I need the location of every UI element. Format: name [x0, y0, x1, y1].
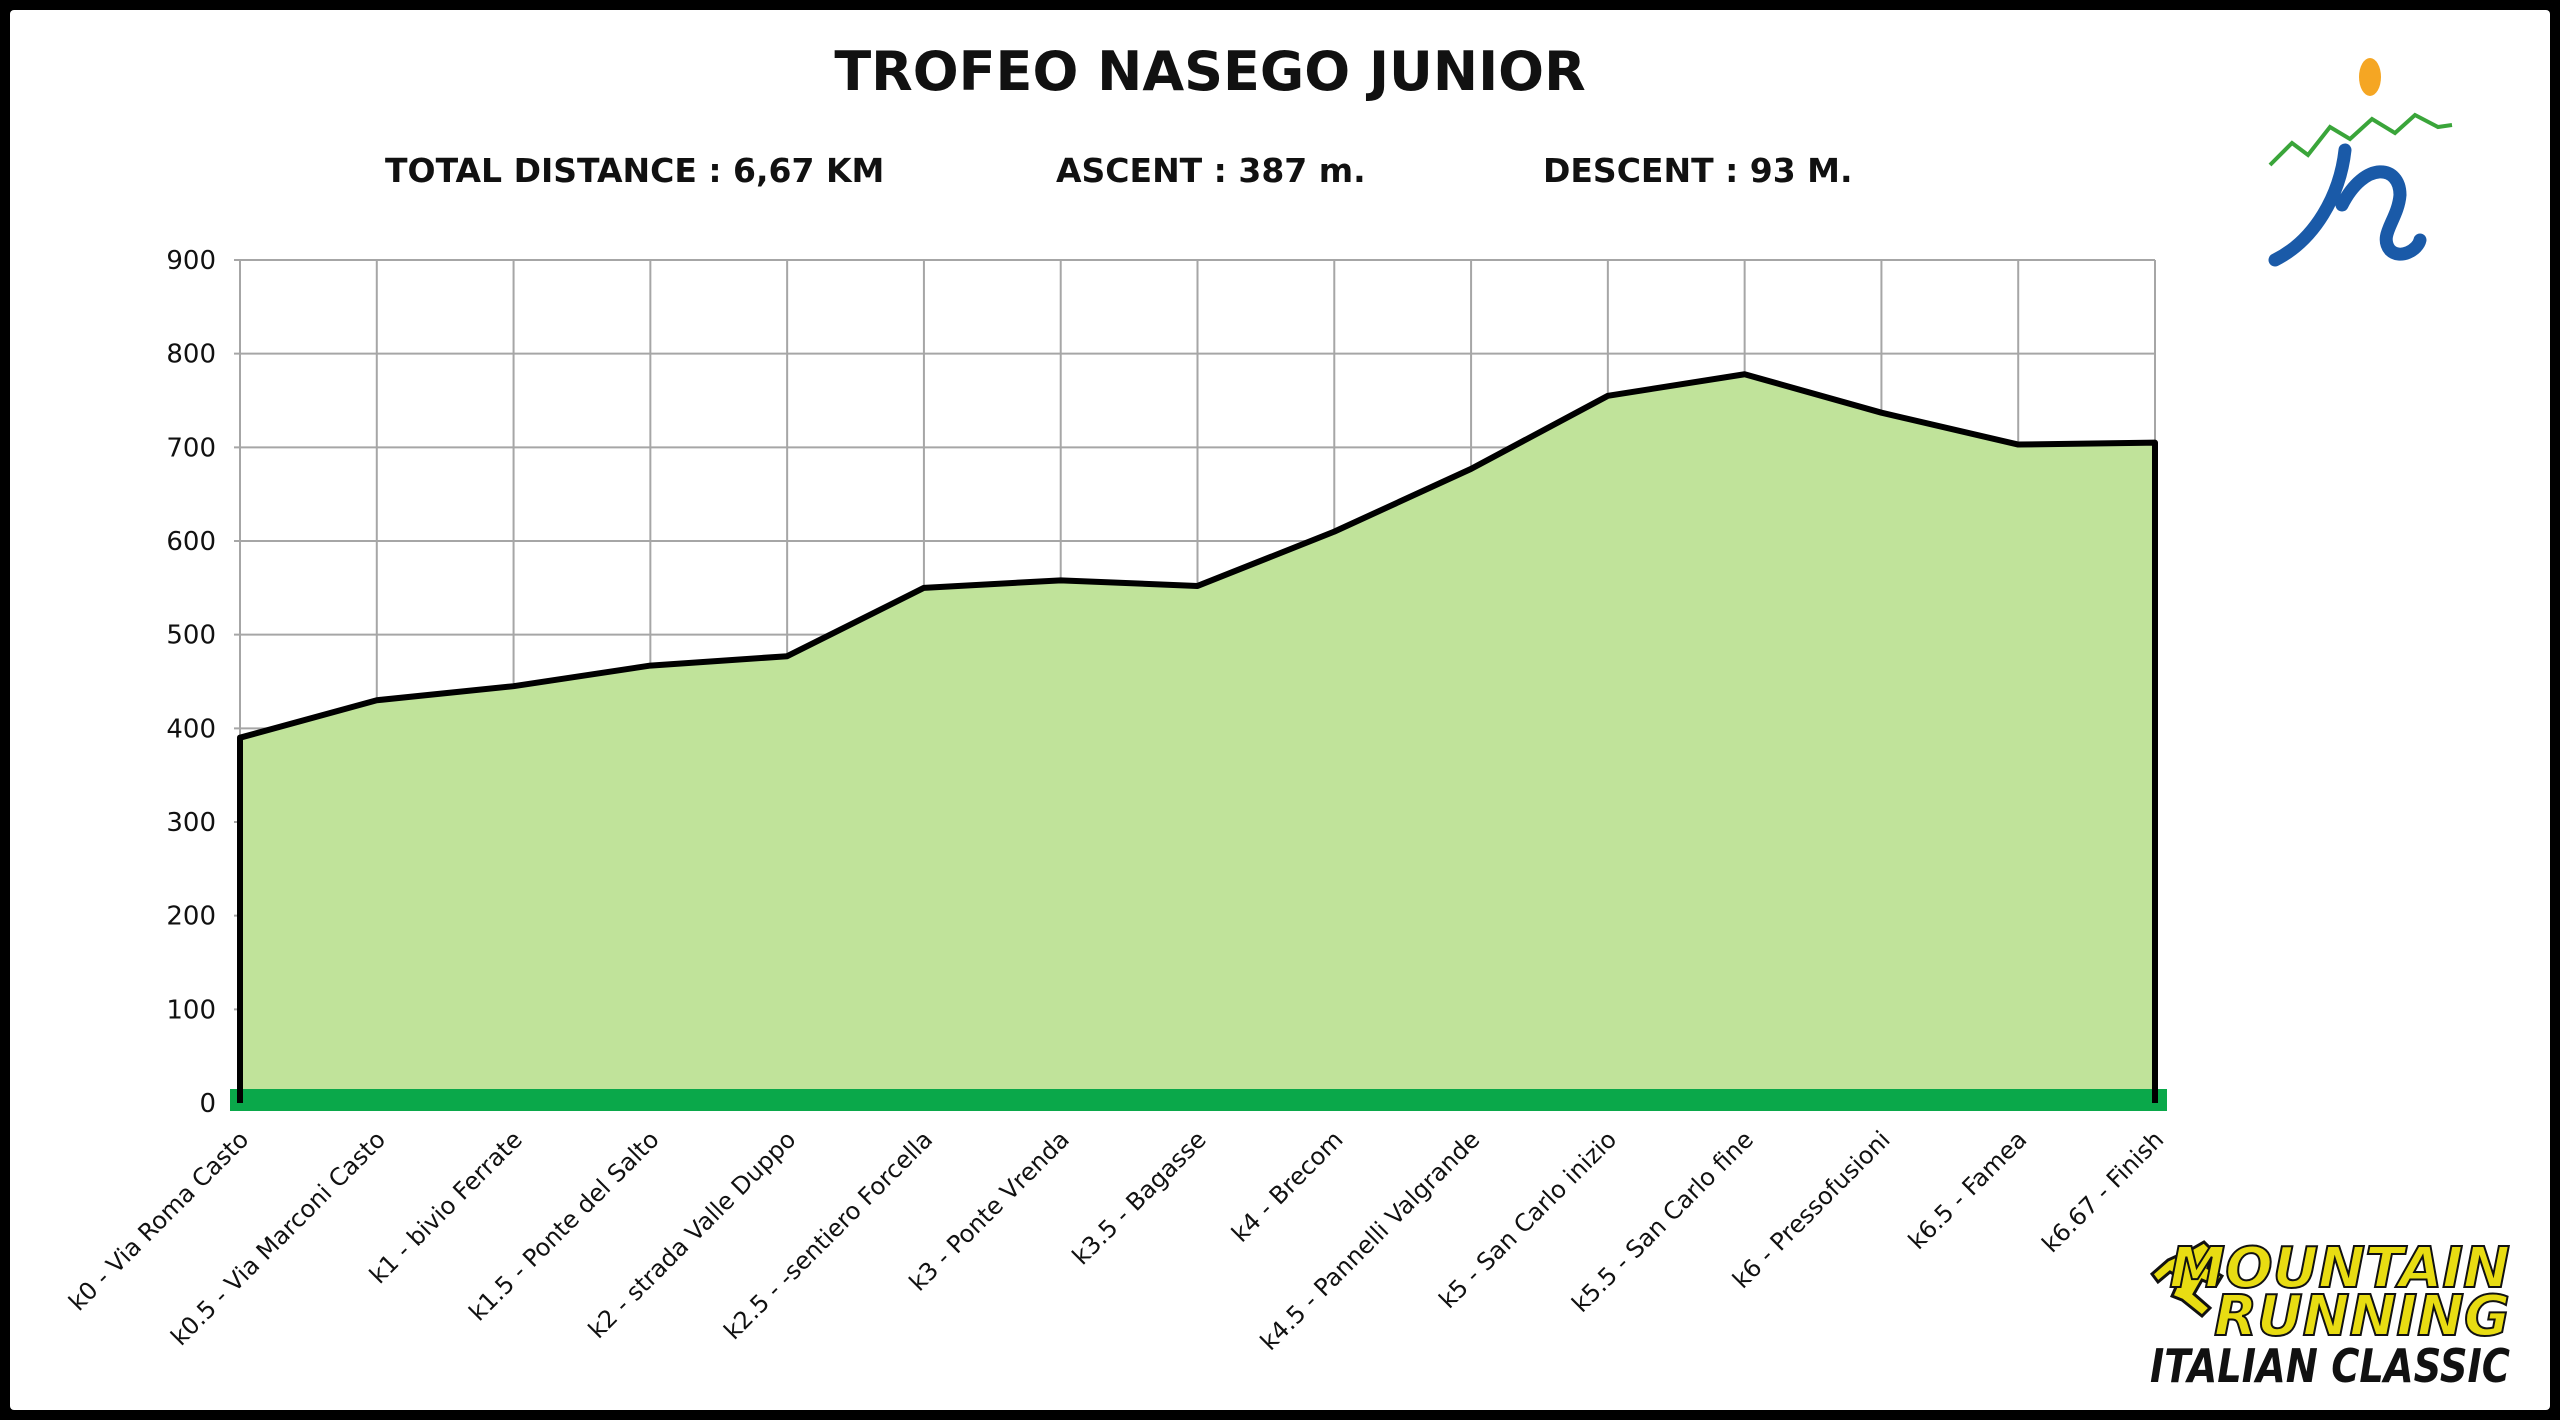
x-tick-label: k6.67 - Finish — [2037, 1125, 2170, 1258]
stat-descent: DESCENT : 93 M. — [1543, 151, 1853, 190]
x-tick-label: k4 - Brecom — [1226, 1125, 1348, 1247]
brand-line3: ITALIAN CLASSIC — [2150, 1339, 2510, 1393]
brand-line2: RUNNING — [2214, 1284, 2510, 1349]
y-tick-label: 200 — [166, 902, 216, 932]
y-tick-label: 400 — [166, 714, 216, 744]
runner-silhouette-icon — [2149, 1240, 2225, 1319]
elevation-line — [237, 371, 2158, 1103]
x-tick-label: k3.5 - Bagasse — [1067, 1125, 1212, 1270]
y-tick-label: 800 — [166, 340, 216, 370]
brand-line1: MOUNTAIN — [2169, 1236, 2510, 1301]
stat-total-distance: TOTAL DISTANCE : 6,67 KM — [385, 151, 884, 190]
y-axis-ticks: 0 100 200 300 400 500 600 700 800 900 — [166, 246, 216, 1119]
x-tick-label: k6.5 - Famea — [1903, 1125, 2033, 1255]
y-tick-label: 500 — [166, 621, 216, 651]
elevation-area — [240, 374, 2155, 1104]
y-tick-label: 900 — [166, 246, 216, 276]
runner-logo — [2268, 58, 2453, 267]
x-tick-label: k1 - bivio Ferrate — [364, 1125, 528, 1289]
sun-icon — [2359, 58, 2381, 96]
y-tick-label: 600 — [166, 527, 216, 557]
mountain-running-logo: MOUNTAIN RUNNING ITALIAN CLASSIC — [2149, 1235, 2511, 1393]
y-tick-label: 300 — [166, 808, 216, 838]
y-tick-label: 700 — [166, 433, 216, 463]
chart-frame: TROFEO NASEGO JUNIOR TOTAL DISTANCE : 6,… — [10, 10, 2550, 1410]
elevation-chart: TROFEO NASEGO JUNIOR TOTAL DISTANCE : 6,… — [63, 40, 2511, 1393]
stat-ascent: ASCENT : 387 m. — [1056, 151, 1366, 190]
runner-icon — [2268, 143, 2427, 267]
baseline-bar — [230, 1089, 2167, 1111]
x-tick-label: k4.5 - Pannelli Valgrande — [1255, 1125, 1485, 1355]
y-tick-label: 0 — [199, 1089, 216, 1119]
y-tick-label: 100 — [166, 995, 216, 1025]
chart-title: TROFEO NASEGO JUNIOR — [834, 40, 1585, 103]
mountain-line-icon — [2268, 112, 2453, 167]
